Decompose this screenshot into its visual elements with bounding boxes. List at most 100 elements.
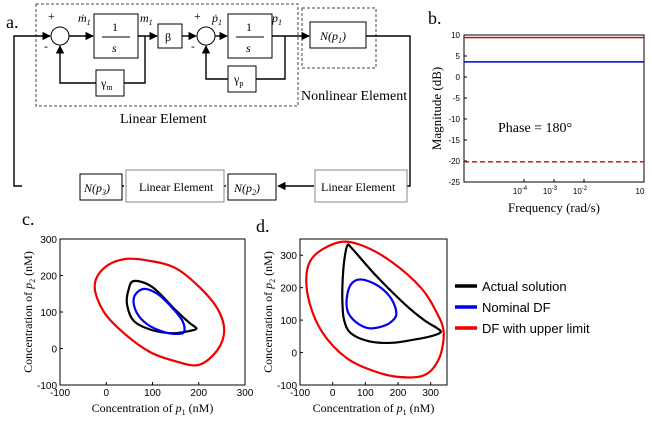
sum-junction-1 <box>50 26 70 46</box>
n-p3-label: N(p3) <box>83 181 110 197</box>
chart-c-xlabel-pre: Concentration of <box>92 401 176 415</box>
signal-mdot-label: ṁ1 <box>78 11 91 27</box>
sum1-minus: - <box>44 39 48 53</box>
chart-c-ytick-label: 100 <box>40 308 57 319</box>
n-p2-block <box>227 173 277 201</box>
chart-c-ytick-label: 200 <box>40 272 57 283</box>
chart-d-xlabel-sub: 1 <box>403 408 407 417</box>
chart-d-ylabel-pre: Concentration of <box>261 289 275 373</box>
chart-d-xlabel-post: (nM) <box>407 401 435 415</box>
linear-element-block-2 <box>125 169 225 203</box>
integrator-1-block <box>93 13 139 59</box>
chart-c-ylabel-post: (nM) <box>21 251 35 279</box>
chart-c-ytick-label: -100 <box>37 381 57 392</box>
chart-b-xtick-base: 10 <box>573 187 582 196</box>
chart-d-ylabel-var: p <box>261 283 275 290</box>
chart-b-ytick-label: -20 <box>448 157 460 166</box>
chart-b-ytick-label: -5 <box>453 94 461 103</box>
chart-b-xtick-base: 10 <box>636 187 645 196</box>
linear-element-block-1-label: Linear Element <box>321 180 396 194</box>
signal-pdot-label: ṗ1 <box>211 11 222 27</box>
sum2-minus: - <box>191 39 195 53</box>
chart-b-xlabel: Frequency (rad/s) <box>508 200 600 215</box>
linear-element-dashed-box <box>35 3 299 107</box>
chart-b-xtick-label: 10-2 <box>573 186 588 196</box>
signal-m-label: m1 <box>140 11 153 27</box>
chart-c-xlabel-post: (nM) <box>186 401 214 415</box>
chart-d-xlabel-pre: Concentration of <box>313 401 397 415</box>
linear-element-label: Linear Element <box>120 112 207 127</box>
chart-d-xlabel-var: p <box>396 401 403 415</box>
integrator-2-den: s <box>246 41 251 55</box>
gamma-m-label: γm <box>100 76 113 92</box>
chart-d-ytick-label: 0 <box>291 349 297 360</box>
integrator-1-num: 1 <box>112 20 118 34</box>
linear-element-block-1 <box>314 169 408 203</box>
chart-c-xtick-label: -100 <box>50 388 70 399</box>
chart-b-ytick-label: -10 <box>448 115 460 124</box>
forward-path-wires <box>13 31 411 191</box>
chart-d-xlabel: Concentration of p1 (nM) <box>313 401 435 417</box>
chart-b-ylabel: Magnitude (dB) <box>429 67 444 150</box>
integrator-1-den: s <box>112 41 117 55</box>
n-p3-block <box>79 173 123 201</box>
chart-b-ytick-label: -15 <box>448 136 460 145</box>
n-p2-label: N(p2) <box>233 181 260 197</box>
chart-b-ytick-label: 0 <box>456 73 461 82</box>
gamma-p-label: γp <box>233 72 243 88</box>
panel-label-d: d. <box>256 216 270 236</box>
chart-b-ytick-label: 5 <box>456 52 461 61</box>
chart-d-xtick-label: -100 <box>290 388 310 399</box>
chart-c-xtick-label: 0 <box>103 388 109 399</box>
panel-label-a: a. <box>6 12 19 32</box>
panel-a-block-diagram: a. Linear Element Nonlinear Element + - … <box>6 3 411 203</box>
chart-c-ytick-label: 300 <box>40 235 57 246</box>
chart-c-series-curve-1 <box>132 287 186 336</box>
chart-d-ytick-label: 300 <box>280 251 297 262</box>
chart-b-ytick-label: 10 <box>451 31 460 40</box>
chart-d-xtick-label: 300 <box>422 388 439 399</box>
chart-c-ytick-label: 0 <box>51 345 57 356</box>
chart-c-series-curve-2 <box>93 257 226 367</box>
chart-b-xtick-label: 10-3 <box>543 186 558 196</box>
sum-junction-2 <box>196 26 216 46</box>
chart-b-xtick-label: 10 <box>636 187 645 196</box>
legend-d: Actual solution Nominal DF DF with upper l… <box>455 279 590 336</box>
chart-b-ytick-label: -25 <box>448 178 460 187</box>
chart-c-xlabel-sub: 1 <box>182 408 186 417</box>
chart-b-xtick-label: 10-4 <box>513 186 528 196</box>
chart-d-ytick-label: 100 <box>280 316 297 327</box>
chart-d-ylabel: Concentration of p2 (nM) <box>261 251 277 373</box>
chart-d-series-curve-2 <box>305 240 445 379</box>
beta-label: β <box>165 30 171 44</box>
sum1-plus: + <box>48 9 55 23</box>
chart-c-ylabel-var: p <box>21 283 35 290</box>
chart-b-axes-box <box>463 34 645 183</box>
panel-label-b: b. <box>428 8 442 28</box>
panel-label-c: c. <box>22 209 35 229</box>
chart-c-xtick-label: 200 <box>190 388 207 399</box>
legend-label-0: Actual solution <box>482 279 567 294</box>
chart-c-xtick-label: 300 <box>237 388 254 399</box>
chart-d-xtick-label: 100 <box>357 388 374 399</box>
chart-b-xtick-base: 10 <box>543 187 552 196</box>
sum2-plus: + <box>194 9 201 23</box>
chart-d-ytick-label: -100 <box>277 381 297 392</box>
chart-d-xtick-label: 0 <box>330 388 336 399</box>
chart-b-phase-annotation: Phase = 180° <box>498 121 572 136</box>
chart-c-ylabel-pre: Concentration of <box>21 289 35 373</box>
gamma-m-block <box>95 69 125 97</box>
chart-d-series-curve-0 <box>341 243 442 345</box>
nonlinear-element-label: Nonlinear Element <box>301 89 407 104</box>
chart-c-ylabel-sub: 2 <box>28 279 37 283</box>
chart-d-xtick-label: 200 <box>390 388 407 399</box>
integrator-2-block <box>227 13 273 59</box>
chart-b-xtick-base: 10 <box>513 187 522 196</box>
